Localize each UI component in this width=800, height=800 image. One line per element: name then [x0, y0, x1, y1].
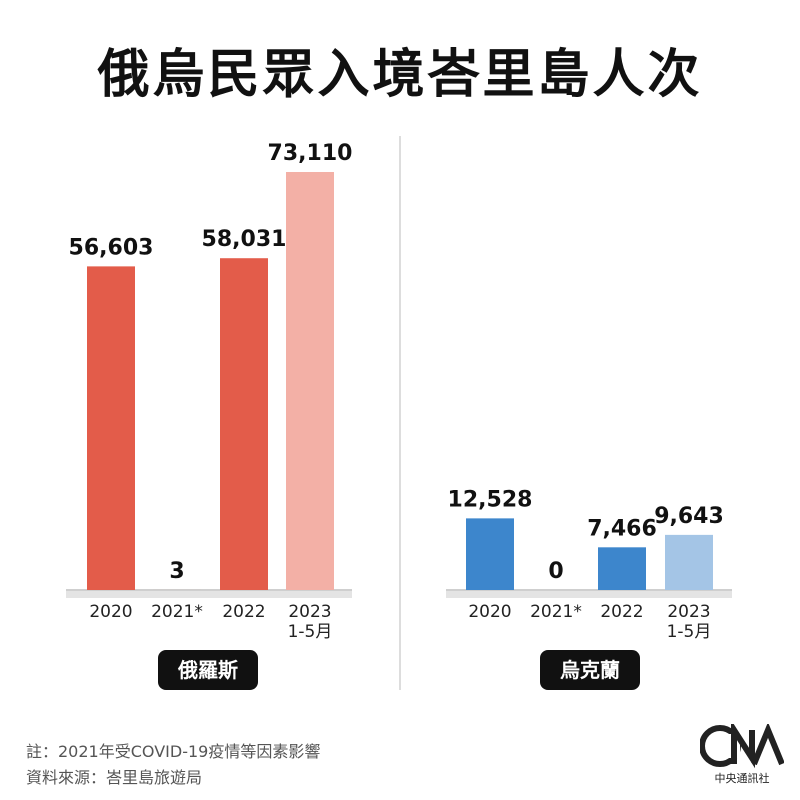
x-tick-label: 2023	[667, 602, 710, 622]
baseline-shadow	[446, 590, 732, 598]
data-label: 56,603	[69, 235, 154, 260]
logo-text: 中央通訊社	[714, 772, 770, 785]
data-label: 9,643	[654, 504, 724, 529]
country-label-russia: 俄羅斯	[158, 650, 258, 690]
x-tick-label: 2022	[222, 602, 265, 622]
x-tick-label: 2021*	[151, 602, 203, 622]
x-tick-label: 2023	[288, 602, 331, 622]
data-label: 7,466	[587, 516, 657, 541]
x-tick-label: 1-5月	[288, 622, 333, 642]
bar	[466, 518, 514, 590]
bar	[286, 172, 334, 590]
country-label-ukraine: 烏克蘭	[540, 650, 640, 690]
x-tick-label: 2022	[600, 602, 643, 622]
bar	[598, 547, 646, 590]
page-title: 俄烏民眾入境峇里島人次	[97, 45, 703, 105]
x-tick-label: 2021*	[530, 602, 582, 622]
data-label: 0	[548, 559, 563, 584]
data-label: 58,031	[202, 227, 287, 252]
cna-logo-icon	[699, 719, 785, 769]
bar	[87, 266, 135, 590]
data-label: 12,528	[448, 487, 533, 512]
x-tick-label: 2020	[89, 602, 132, 622]
footnote: 註：2021年受COVID-19疫情等因素影響	[26, 742, 321, 761]
source-note: 資料來源：峇里島旅遊局	[26, 768, 203, 787]
bar	[665, 534, 713, 590]
x-tick-label: 2020	[468, 602, 511, 622]
data-label: 73,110	[268, 141, 353, 166]
cna-logo: 中央通訊社	[699, 719, 785, 788]
x-tick-label: 1-5月	[667, 622, 712, 642]
data-label: 3	[169, 559, 184, 584]
baseline-shadow	[66, 590, 352, 598]
bar	[220, 258, 268, 590]
